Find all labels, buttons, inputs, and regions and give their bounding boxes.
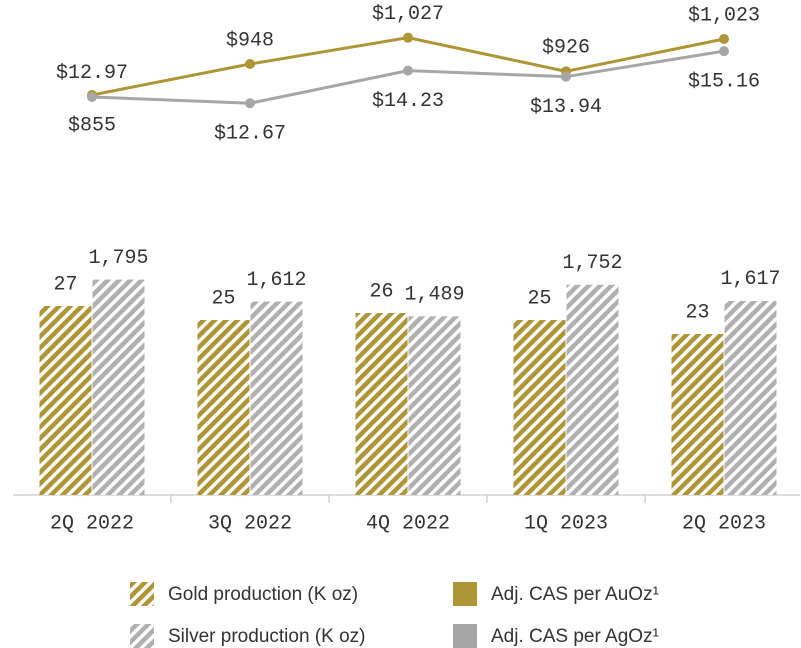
data-label: $14.23 [372,90,444,113]
bar [513,320,566,495]
bar [408,316,461,495]
line-point [87,91,97,102]
data-label: $12.97 [56,62,128,85]
legend-swatch [453,624,477,648]
data-label: $1,023 [688,4,760,27]
bar [92,279,145,495]
legend-swatch [130,582,154,606]
data-label: $12.67 [214,123,286,146]
data-label: 26 [369,280,393,303]
legend-swatch [453,582,477,606]
line-point [403,32,413,43]
data-label: $855 [68,114,116,137]
data-label: $15.16 [688,70,760,93]
bar [355,313,408,495]
bar [724,300,777,495]
bar [566,284,619,495]
data-label: 25 [211,287,235,310]
bar [39,306,92,495]
x-tick-label: 2Q 2023 [682,512,766,535]
data-label: 1,795 [88,247,148,270]
data-label: $926 [542,37,590,60]
data-label: $948 [226,29,274,52]
data-label: 1,617 [720,268,780,291]
bar [250,301,303,495]
data-label: 1,612 [246,269,306,292]
data-label: 1,489 [404,284,464,307]
data-label: 25 [527,287,551,310]
data-label: 23 [685,301,709,324]
data-label: $1,027 [372,3,444,26]
legend-label: Silver production (K oz) [168,626,365,647]
line-point [245,98,255,109]
x-tick-label: 1Q 2023 [524,512,608,535]
bar [671,334,724,495]
line-point [245,59,255,69]
legend-label: Adj. CAS per AuOz¹ [491,584,659,605]
line-point [719,46,729,57]
line-point [561,71,571,82]
legend-swatch [130,624,154,648]
data-label: $13.94 [530,96,602,119]
data-label: 1,752 [562,252,622,275]
bar [197,320,250,495]
line-point [403,65,413,76]
x-tick-label: 2Q 2022 [50,512,134,535]
x-tick-label: 4Q 2022 [366,512,450,535]
x-tick-label: 3Q 2022 [208,512,292,535]
line-point [719,34,729,44]
data-label: 27 [53,273,77,296]
legend-label: Gold production (K oz) [168,584,358,605]
legend-label: Adj. CAS per AgOz¹ [491,626,659,647]
